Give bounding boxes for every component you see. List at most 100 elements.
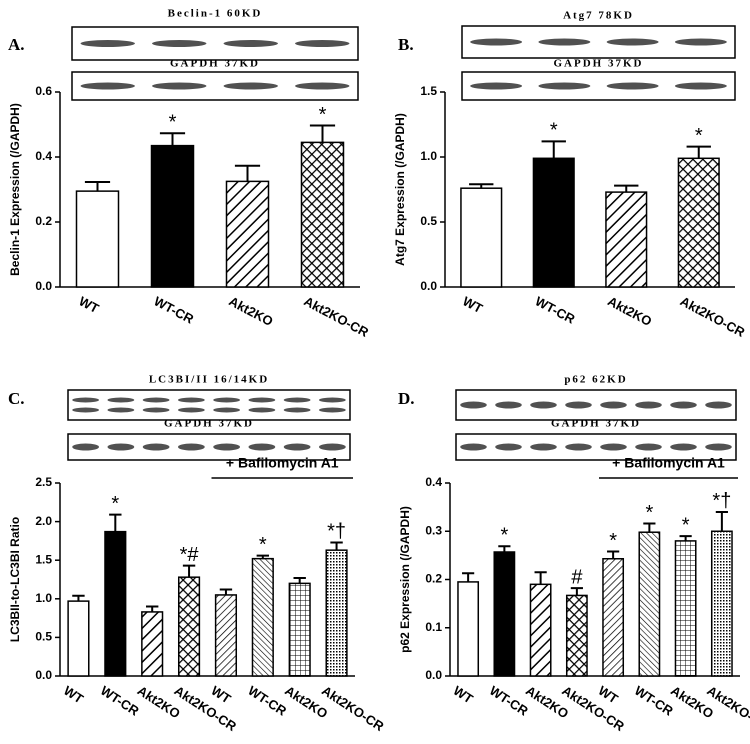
bar bbox=[677, 157, 720, 288]
y-tick-label: 0.5 bbox=[420, 214, 437, 228]
blot-band bbox=[283, 397, 311, 403]
bar bbox=[104, 530, 127, 677]
bar bbox=[532, 157, 575, 288]
blot-band bbox=[142, 407, 170, 413]
significance-mark: * bbox=[695, 125, 703, 147]
blot-band bbox=[213, 443, 241, 451]
blot-band bbox=[248, 407, 276, 413]
blot-band bbox=[470, 82, 523, 90]
blot-band bbox=[213, 397, 241, 403]
significance-mark: * bbox=[609, 530, 617, 552]
y-tick-label: 0.1 bbox=[425, 620, 442, 634]
blot-band bbox=[223, 82, 278, 90]
blot-band bbox=[670, 443, 697, 451]
blot-band bbox=[223, 40, 278, 47]
blot-band bbox=[670, 401, 697, 409]
bar bbox=[460, 187, 503, 288]
blot-band bbox=[283, 407, 311, 413]
panel-label: C. bbox=[8, 389, 25, 408]
y-tick-label: 0.3 bbox=[425, 523, 442, 537]
blot-band bbox=[248, 397, 276, 403]
panel-label: B. bbox=[398, 35, 414, 54]
significance-mark: * bbox=[169, 112, 177, 134]
blot-band bbox=[565, 401, 592, 409]
error-bar bbox=[643, 522, 656, 533]
bar bbox=[605, 191, 648, 288]
significance-mark: * bbox=[550, 120, 558, 142]
bar bbox=[214, 594, 238, 677]
significance-mark: *† bbox=[712, 490, 731, 512]
bar bbox=[493, 551, 516, 677]
significance-mark: * bbox=[645, 502, 653, 524]
significance-mark: * bbox=[111, 493, 119, 515]
bar bbox=[177, 576, 201, 677]
x-tick-label: WT-CR bbox=[533, 293, 578, 327]
blot-band bbox=[600, 443, 627, 451]
x-tick-label: WT-CR bbox=[151, 293, 196, 327]
error-bar bbox=[159, 132, 186, 146]
blot-band bbox=[538, 38, 591, 46]
x-tick-label: Akt2KO bbox=[226, 293, 275, 329]
error-bar bbox=[614, 184, 639, 193]
bar bbox=[251, 557, 274, 677]
blot-band bbox=[72, 407, 100, 413]
y-tick-label: 0.6 bbox=[35, 84, 52, 98]
x-tick-label: WT-CR bbox=[98, 683, 142, 719]
x-tick-label: Akt2KO-CR bbox=[678, 293, 748, 340]
blot-band bbox=[460, 401, 487, 409]
bar bbox=[300, 141, 345, 288]
y-axis-label: LC3BII-to-LC3BI Ratio bbox=[8, 517, 22, 642]
y-tick-label: 1.5 bbox=[420, 84, 437, 98]
error-bar bbox=[219, 588, 233, 595]
blot-band bbox=[460, 443, 487, 451]
error-bar bbox=[72, 594, 85, 602]
panel-label: A. bbox=[8, 35, 25, 54]
bar bbox=[75, 190, 120, 288]
y-axis-label: p62 Expression (/GAPDH) bbox=[398, 506, 412, 653]
blot-band bbox=[72, 397, 100, 403]
blot-band bbox=[107, 407, 135, 413]
blot-band bbox=[705, 401, 732, 409]
significance-mark: * bbox=[259, 534, 267, 556]
error-bar bbox=[607, 550, 620, 559]
blot-band bbox=[495, 401, 522, 409]
error-bar bbox=[541, 140, 566, 159]
blot-band bbox=[674, 38, 727, 46]
bar bbox=[457, 581, 480, 677]
y-tick-label: 2.5 bbox=[35, 475, 52, 489]
y-tick-label: 1.5 bbox=[35, 552, 52, 566]
blot-band bbox=[565, 443, 592, 451]
blot-label: GAPDH 37KD bbox=[551, 418, 641, 430]
bar bbox=[674, 540, 697, 677]
error-bar bbox=[84, 181, 111, 192]
blot-band bbox=[295, 40, 350, 47]
error-bar bbox=[570, 587, 583, 596]
blot-band bbox=[283, 443, 311, 451]
blot-band bbox=[470, 38, 523, 46]
blot-band bbox=[635, 401, 662, 409]
blot-band bbox=[80, 40, 135, 47]
y-tick-label: 0.0 bbox=[35, 668, 52, 682]
error-bar bbox=[182, 564, 196, 578]
y-tick-label: 0.0 bbox=[35, 279, 52, 293]
blot-band bbox=[530, 443, 557, 451]
y-tick-label: 0.0 bbox=[420, 279, 437, 293]
blot-label: Atg7 78KD bbox=[563, 10, 634, 22]
y-tick-label: 0.2 bbox=[425, 572, 442, 586]
blot-band bbox=[538, 82, 591, 90]
blot-band bbox=[635, 443, 662, 451]
bar bbox=[67, 600, 90, 677]
blot-band bbox=[177, 397, 205, 403]
x-tick-label: WT-CR bbox=[632, 683, 676, 719]
blot-band bbox=[606, 38, 659, 46]
blot-band bbox=[152, 40, 207, 47]
error-bar bbox=[469, 183, 494, 189]
y-tick-label: 1.0 bbox=[420, 149, 437, 163]
blot-band bbox=[318, 397, 346, 403]
blot-band bbox=[142, 397, 170, 403]
blot-label: LC3BI/II 16/14KD bbox=[149, 374, 269, 386]
blot-band bbox=[142, 443, 170, 451]
error-bar bbox=[498, 545, 511, 552]
significance-mark: # bbox=[571, 566, 583, 588]
significance-mark: * bbox=[500, 524, 508, 546]
